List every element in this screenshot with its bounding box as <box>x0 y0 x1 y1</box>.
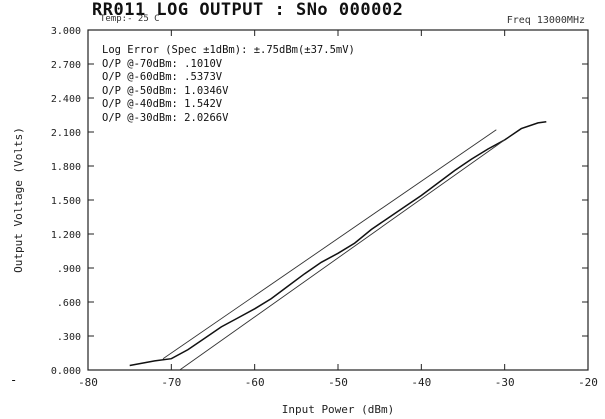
annotation-op-40: O/P @-40dBm: 1.542V <box>102 98 223 111</box>
y-tick-label: 1.500 <box>51 196 81 207</box>
annotation-op-70: O/P @-70dBm: .1010V <box>102 57 223 70</box>
x-tick-label: -80 <box>78 376 98 389</box>
chart-title: RR011 LOG OUTPUT : SNo 000002 <box>92 0 404 20</box>
left-margin-mark: - <box>10 373 18 387</box>
y-tick-label: 2.100 <box>51 128 81 139</box>
x-tick-label: -70 <box>161 376 181 389</box>
y-tick-label: 3.000 <box>51 26 81 37</box>
y-tick-label: .900 <box>57 264 81 275</box>
temperature-label: Temp:- 25 C <box>100 14 160 24</box>
x-tick-label: -60 <box>245 376 265 389</box>
series-lower-limit-line <box>179 139 505 371</box>
y-tick-label: .600 <box>57 298 81 309</box>
series-measured-line <box>129 121 547 367</box>
y-axis-label: Output Voltage (Volts) <box>12 127 25 273</box>
annotation-op-50: O/P @-50dBm: 1.0346V <box>102 84 229 97</box>
y-tick-label: 1.800 <box>51 162 81 173</box>
series-upper-limit-line <box>162 129 497 360</box>
x-axis-label: Input Power (dBm) <box>282 403 395 416</box>
annotation-log-error: Log Error (Spec ±1dBm): ±.75dBm(±37.5mV) <box>102 44 355 56</box>
y-tick-label: .300 <box>57 332 81 343</box>
x-tick-label: -30 <box>495 376 515 389</box>
x-tick-label: -40 <box>411 376 431 389</box>
y-tick-label: 2.400 <box>51 94 81 105</box>
annotation-op-30: O/P @-30dBm: 2.0266V <box>102 111 229 124</box>
y-tick-label: 1.200 <box>51 230 81 241</box>
frequency-label: Freq 13000MHz <box>506 15 585 26</box>
annotation-block: Log Error (Spec ±1dBm): ±.75dBm(±37.5mV)… <box>102 44 355 126</box>
y-tick-label: 0.000 <box>51 366 81 377</box>
x-tick-label: -20 <box>578 376 598 389</box>
annotation-op-60: O/P @-60dBm: .5373V <box>102 71 223 84</box>
x-tick-label: -50 <box>328 376 348 389</box>
y-tick-label: 2.700 <box>51 60 81 71</box>
